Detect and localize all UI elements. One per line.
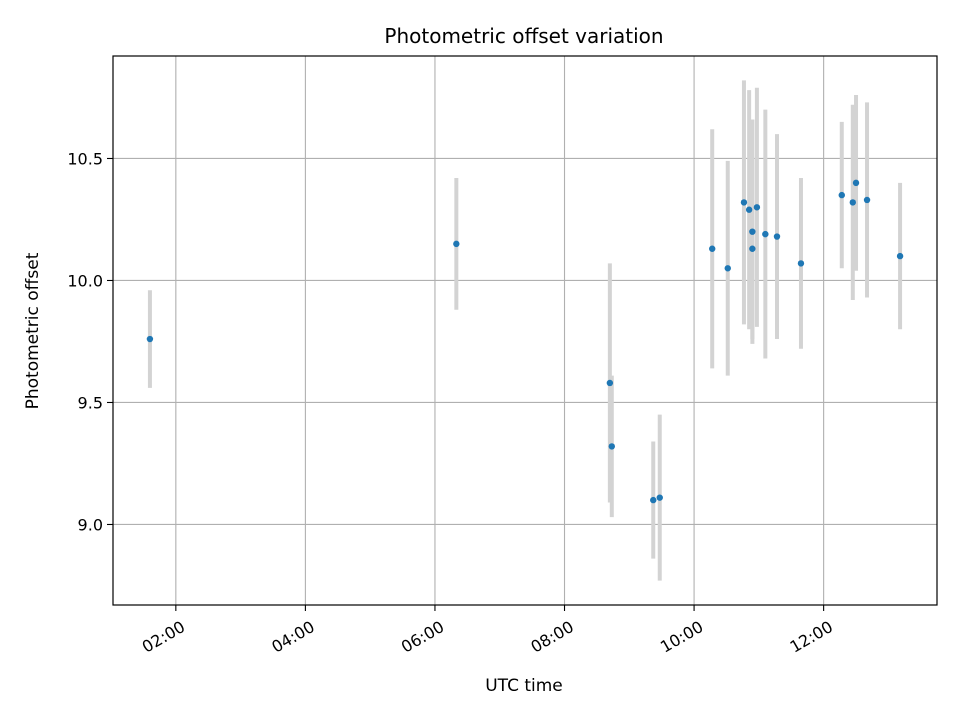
grid — [113, 56, 937, 605]
data-point — [650, 496, 657, 504]
x-tick-label: 08:00 — [527, 617, 576, 657]
data-point — [724, 265, 731, 272]
data-point — [745, 206, 753, 213]
data-point — [852, 179, 860, 187]
data-point — [896, 252, 904, 260]
error-bars — [147, 80, 903, 581]
data-point — [762, 230, 769, 238]
data-point — [608, 443, 616, 450]
x-tick-label: 10:00 — [657, 617, 706, 657]
y-tick-label: 9.0 — [78, 515, 103, 534]
data-point — [656, 494, 663, 501]
x-axis-ticks: 02:00 04:00 06:00 08:00 10:00 12:00 — [139, 605, 836, 657]
data-point — [838, 191, 845, 199]
data-point — [773, 233, 781, 240]
plot-frame — [112, 55, 938, 606]
x-tick-label: 06:00 — [398, 617, 447, 657]
data-points — [146, 179, 904, 504]
data-point — [797, 260, 805, 267]
data-point — [146, 335, 154, 343]
x-tick-label: 04:00 — [268, 617, 317, 657]
chart-title: Photometric offset variation — [384, 24, 663, 48]
y-tick-label: 10.0 — [67, 271, 103, 290]
data-point — [606, 379, 614, 387]
data-point — [749, 245, 756, 252]
y-axis-ticks: 9.0 9.5 10.0 10.5 — [67, 149, 113, 534]
data-point — [753, 204, 761, 211]
x-axis-label: UTC time — [485, 676, 563, 696]
data-point — [740, 199, 748, 206]
data-point — [749, 228, 756, 235]
data-point — [849, 199, 856, 206]
x-tick-label: 12:00 — [787, 617, 836, 657]
data-point — [709, 245, 716, 252]
data-point — [453, 240, 460, 248]
y-tick-label: 10.5 — [67, 149, 103, 168]
data-point — [863, 196, 871, 204]
y-tick-label: 9.5 — [78, 393, 103, 412]
y-axis-label: Photometric offset — [23, 252, 43, 409]
x-tick-label: 02:00 — [139, 617, 188, 657]
